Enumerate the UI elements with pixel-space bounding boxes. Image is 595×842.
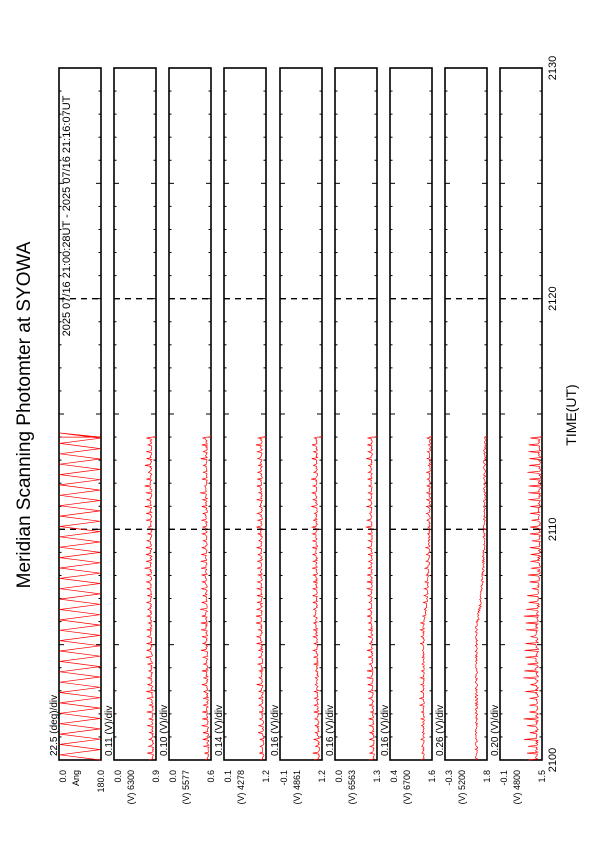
- panel-frame: [113, 67, 157, 761]
- series-label: (V) 6700: [402, 770, 412, 805]
- panel-5: -0.1 1.2 (V) 4861 0.16 (V)/div: [270, 67, 327, 805]
- y-tick-label-min: 0.0: [168, 770, 178, 783]
- y-tick-label-min: 0.0: [113, 770, 123, 783]
- series-label: (V) 6300: [126, 770, 136, 805]
- scale-label: 0.16 (V)/div: [270, 705, 281, 756]
- panel-6: 0.0 1.3 (V) 6563 0.16 (V)/div: [325, 67, 382, 805]
- panel-7: 0.4 1.6 (V) 6700 0.16 (V)/div: [380, 67, 437, 805]
- y-tick-label-max: 1.8: [482, 770, 492, 783]
- panel-frame: [279, 67, 323, 761]
- x-tick-labels: 2100 2110 2120 2130: [547, 56, 559, 772]
- series-line: [59, 432, 101, 761]
- y-tick-label-max: 1.6: [427, 770, 437, 783]
- x-tick-label: 2110: [547, 518, 559, 542]
- y-tick-label-min: 0.4: [389, 770, 399, 783]
- scale-label: 0.16 (V)/div: [325, 705, 336, 756]
- y-tick-label-min: -0.3: [444, 770, 454, 786]
- y-tick-label-max: 1.3: [372, 770, 382, 783]
- y-tick-label-min: 0.0: [58, 770, 68, 783]
- series-line: [200, 435, 211, 761]
- x-axis-label: TIME(UT): [563, 384, 579, 445]
- y-tick-label-min: -0.1: [499, 770, 509, 786]
- series-label: (V) 5577: [181, 770, 191, 805]
- chart-subtitle: 2025 07/16 21:00:28UT - 2025 07/16 21:16…: [61, 95, 73, 336]
- y-tick-label-min: 0.0: [334, 770, 344, 783]
- scale-label: 0.14 (V)/div: [214, 705, 225, 756]
- panel-frame: [444, 67, 488, 761]
- panel-frame: [168, 67, 212, 761]
- scale-label: 0.10 (V)/div: [159, 705, 170, 756]
- scale-label: 0.26 (V)/div: [435, 705, 446, 756]
- panel-frame: [389, 67, 433, 761]
- x-tick-label: 2130: [547, 56, 559, 80]
- chart-title: Meridian Scanning Photomter at SYOWA: [14, 241, 35, 588]
- x-tick-label: 2100: [547, 748, 559, 772]
- panel-8: -0.3 1.8 (V) 5200 0.26 (V)/div: [435, 67, 492, 805]
- series-label: (V) 4861: [292, 770, 302, 805]
- y-tick-label-min: 0.1: [223, 770, 233, 783]
- y-tick-label-max: 0.6: [206, 770, 216, 783]
- series-line: [365, 435, 377, 761]
- scale-label: 0.16 (V)/div: [380, 705, 391, 756]
- series-label: (V) 4800: [512, 770, 522, 805]
- series-line: [418, 435, 432, 761]
- series-label: (V) 5200: [457, 770, 467, 805]
- series-line: [474, 435, 487, 761]
- series-label: (V) 6563: [347, 770, 357, 805]
- y-tick-label-max: 1.5: [537, 770, 547, 783]
- series-line: [310, 435, 322, 761]
- series-label: (V) 4278: [236, 770, 246, 805]
- series-line: [523, 435, 542, 761]
- series-line: [144, 435, 156, 761]
- scale-label: 0.20 (V)/div: [490, 705, 501, 756]
- panel-1: 0.0 180.0 Ang 22.5 (deg)/div: [49, 67, 106, 793]
- panel-4: 0.1 1.2 (V) 4278 0.14 (V)/div: [214, 67, 271, 805]
- y-tick-label-max: 0.9: [151, 770, 161, 783]
- y-tick-label-min: -0.1: [279, 770, 289, 786]
- panel-2: 0.0 0.9 (V) 6300 0.11 (V)/div: [104, 67, 161, 805]
- scale-label: 22.5 (deg)/div: [49, 695, 60, 756]
- x-tick-label: 2120: [547, 286, 559, 310]
- y-tick-label-max: 1.2: [317, 770, 327, 783]
- panel-frame: [223, 67, 267, 761]
- panel-9: -0.1 1.5 (V) 4800 0.20 (V)/div: [490, 67, 547, 805]
- y-tick-label-max: 180.0: [96, 770, 106, 793]
- series-label: Ang: [71, 770, 81, 786]
- panel-3: 0.0 0.6 (V) 5577 0.10 (V)/div: [159, 67, 216, 805]
- series-line: [255, 435, 266, 761]
- y-tick-label-max: 1.2: [261, 770, 271, 783]
- scale-label: 0.11 (V)/div: [104, 706, 115, 756]
